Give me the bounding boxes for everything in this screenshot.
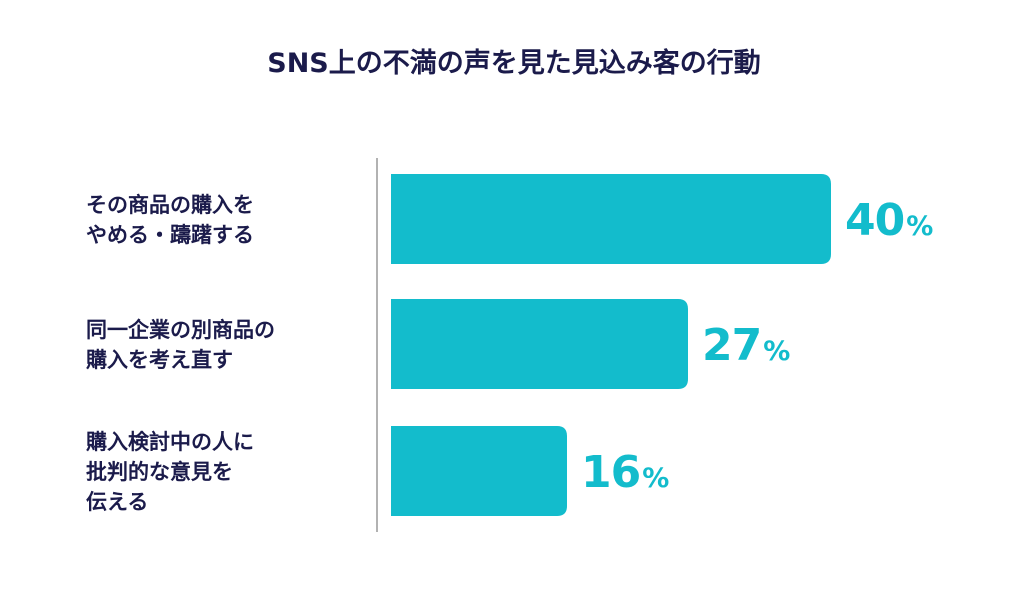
value-unit: % xyxy=(763,336,790,367)
value-number: 16 xyxy=(581,447,640,498)
category-label-2: 同一企業の別商品の購入を考え直す xyxy=(85,318,275,372)
bar-3 xyxy=(391,426,567,516)
category-label-line: 購入検討中の人に xyxy=(85,430,254,454)
value-label-1: 40% xyxy=(845,195,933,246)
category-label-line: その商品の購入を xyxy=(86,193,254,217)
category-label-line: 批判的な意見を xyxy=(86,460,233,484)
value-number: 40 xyxy=(845,195,904,246)
category-label-3: 購入検討中の人に批判的な意見を伝える xyxy=(85,430,254,514)
bar-2 xyxy=(391,299,688,389)
category-label-line: 伝える xyxy=(86,490,148,514)
chart-title: SNS上の不満の声を見た見込み客の行動 xyxy=(267,47,761,79)
value-number: 27 xyxy=(702,320,761,371)
value-label-3: 16% xyxy=(581,447,669,498)
category-label-line: やめる・躊躇する xyxy=(86,223,254,247)
category-label-1: その商品の購入をやめる・躊躇する xyxy=(86,193,254,247)
bars-layer xyxy=(391,174,831,516)
category-label-line: 購入を考え直す xyxy=(85,348,233,372)
bar-1 xyxy=(391,174,831,264)
value-unit: % xyxy=(906,211,933,242)
category-labels-layer: その商品の購入をやめる・躊躇する同一企業の別商品の購入を考え直す購入検討中の人に… xyxy=(85,193,275,514)
value-labels-layer: 40%27%16% xyxy=(581,195,933,498)
value-unit: % xyxy=(642,463,669,494)
category-label-line: 同一企業の別商品の xyxy=(86,318,275,342)
value-label-2: 27% xyxy=(702,320,790,371)
